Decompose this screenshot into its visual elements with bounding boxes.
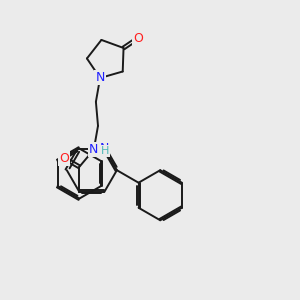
Text: N: N — [100, 142, 109, 155]
Text: N: N — [89, 143, 98, 156]
Text: N: N — [95, 71, 105, 85]
Text: O: O — [133, 32, 142, 45]
Text: H: H — [101, 146, 109, 156]
Text: O: O — [59, 152, 69, 164]
